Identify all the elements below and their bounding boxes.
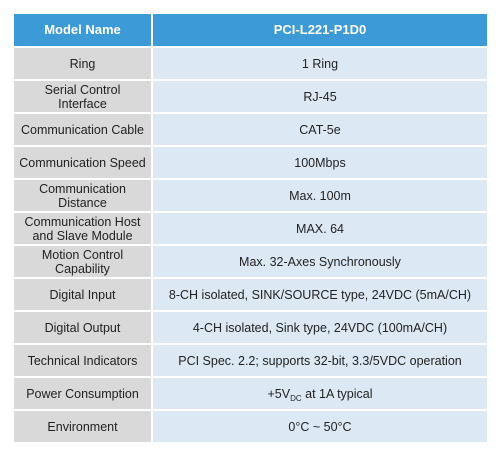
row-label: Digital Input	[14, 279, 151, 310]
row-label: Communication Distance	[14, 180, 151, 211]
row-value: Max. 32-Axes Synchronously	[153, 246, 487, 277]
row-value: PCI Spec. 2.2; supports 32-bit, 3.3/5VDC…	[153, 345, 487, 376]
row-value: 8-CH isolated, SINK/SOURCE type, 24VDC (…	[153, 279, 487, 310]
row-label: Power Consumption	[14, 378, 151, 409]
header-cell: Model Name	[14, 14, 151, 46]
row-label: Motion Control Capability	[14, 246, 151, 277]
row-label: Environment	[14, 411, 151, 442]
row-value: CAT-5e	[153, 114, 487, 145]
value-subscript: DC	[290, 393, 302, 403]
value-main: +5V	[267, 386, 291, 401]
row-value: 0°C ~ 50°C	[153, 411, 487, 442]
row-value: Max. 100m	[153, 180, 487, 211]
row-label: Digital Output	[14, 312, 151, 343]
row-label: Serial Control Interface	[14, 81, 151, 112]
row-value: MAX. 64	[153, 213, 487, 244]
row-value: 4-CH isolated, Sink type, 24VDC (100mA/C…	[153, 312, 487, 343]
row-label: Communication Cable	[14, 114, 151, 145]
header-cell: PCI-L221-P1D0	[153, 14, 487, 46]
row-label: Communication Speed	[14, 147, 151, 178]
row-label: Communication Host and Slave Module	[14, 213, 151, 244]
row-label: Technical Indicators	[14, 345, 151, 376]
row-value: RJ-45	[153, 81, 487, 112]
value-text: +5VDC at 1A typical	[267, 386, 373, 403]
spec-table: Model Name PCI-L221-P1D0 Ring 1 Ring Serial …	[14, 14, 487, 442]
row-label: Ring	[14, 48, 151, 79]
row-value: 100Mbps	[153, 147, 487, 178]
value-suffix: at 1A typical	[301, 386, 373, 401]
row-value: 1 Ring	[153, 48, 487, 79]
row-value: +5VDC at 1A typical	[153, 378, 487, 409]
